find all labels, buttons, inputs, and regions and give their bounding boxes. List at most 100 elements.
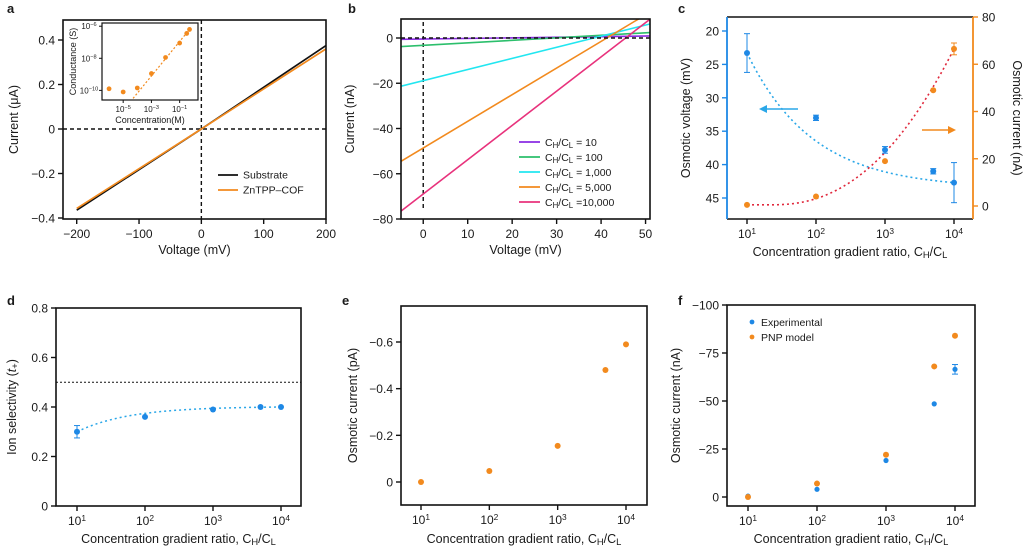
tick-base: 10 <box>144 105 153 114</box>
current-point <box>882 158 888 165</box>
legend-label: CH/CL = 1,000 <box>545 167 612 180</box>
text-part: /C <box>558 137 569 149</box>
subscript: H <box>553 141 559 150</box>
y-tick-label: 0.4 <box>38 34 55 48</box>
subscript: L <box>569 201 574 210</box>
text-part: /C <box>930 245 943 259</box>
x-axis-label: Voltage (mV) <box>158 243 230 257</box>
x-tick-label: 101 <box>68 513 86 528</box>
tick-base: 10 <box>807 227 821 241</box>
inset-x-tick-label: 10−3 <box>144 105 159 114</box>
x-tick-label: 101 <box>738 226 756 241</box>
plot-frame <box>400 305 648 506</box>
current-point <box>951 45 957 52</box>
current-point <box>623 341 629 348</box>
current-point <box>813 193 819 200</box>
series-line-3 <box>401 19 640 162</box>
plot-frame <box>62 19 327 220</box>
tick-base: 10 <box>946 514 960 528</box>
legend: Experimental PNP model <box>749 317 822 344</box>
text-part: Ion selectivity ( <box>5 371 19 455</box>
text-part: /C <box>558 167 569 179</box>
y-axis-label: Ion selectivity (t+) <box>5 359 20 455</box>
inset-data-point <box>134 85 140 91</box>
subscript: + <box>10 363 20 368</box>
current-point <box>554 442 561 449</box>
legend-label: ZnTPP–COF <box>243 185 304 197</box>
y-tick-label: −40 <box>373 122 394 136</box>
tick-exponent: 3 <box>890 513 895 523</box>
y-axis-label: Osmotic voltage (mV) <box>679 58 693 178</box>
x-tick-label: 101 <box>739 513 757 528</box>
text-part: C <box>545 152 553 164</box>
subscript: L <box>569 171 574 180</box>
y-tick-label: −25 <box>699 443 720 457</box>
subscript: H <box>553 171 559 180</box>
tick-base: 10 <box>617 513 631 527</box>
tick-exponent: 3 <box>889 226 894 236</box>
text-part: C <box>545 167 553 179</box>
inset-y-tick-label: 10−6 <box>81 22 96 31</box>
y-tick-label: −0.4 <box>31 212 55 226</box>
tick-base: 10 <box>81 22 90 31</box>
experimental-point <box>814 486 820 492</box>
legend-label: Experimental <box>761 317 822 329</box>
selectivity-point <box>257 404 264 410</box>
x-tick-label: 0 <box>198 227 205 241</box>
series-line-2 <box>401 23 650 87</box>
text-part: /C <box>931 532 944 546</box>
inset-data-point <box>163 55 168 60</box>
tick-exponent: 2 <box>149 513 154 523</box>
text-part: C <box>545 182 553 194</box>
legend-label: Substrate <box>243 170 288 182</box>
experimental-point <box>952 366 958 372</box>
left-y-tick-label: 40 <box>706 158 720 172</box>
x-axis-label: Concentration gradient ratio, CH/CL <box>754 532 949 547</box>
y-tick-label: −80 <box>373 213 394 227</box>
x-tick-label: −200 <box>63 227 90 241</box>
text-part: Concentration gradient ratio, C <box>754 532 924 546</box>
inset-chart: 10−5 10−3 10−110−610−810−10Concentration(M… <box>68 22 199 125</box>
current-fit-curve <box>747 48 955 206</box>
tick-base: 10 <box>945 227 959 241</box>
italic-text: t <box>5 368 19 372</box>
panel-label: d <box>7 293 15 308</box>
y-tick-label: 0 <box>48 123 55 137</box>
x-tick-label: 104 <box>617 512 635 527</box>
subscript: H <box>251 537 258 547</box>
x-tick-label: 20 <box>505 227 519 241</box>
tick-base: 10 <box>81 54 90 63</box>
tick-exponent: 1 <box>751 226 756 236</box>
subscript: L <box>616 537 621 547</box>
plot-frame <box>400 18 651 220</box>
y-tick-label: −0.6 <box>369 336 393 350</box>
tick-exponent: −3 <box>153 105 159 111</box>
series-line-zntpp-cof <box>76 48 327 210</box>
tick-exponent: −6 <box>90 23 96 29</box>
inset-data-point <box>187 27 192 32</box>
right-y-tick-label: 20 <box>982 152 996 166</box>
panel-a: a −200 −100 0 100 200 −0.4 −0.2 0 0.2 0.4 Voltage (… <box>7 1 336 257</box>
y-tick-label: −50 <box>699 395 720 409</box>
tick-base: 10 <box>876 227 890 241</box>
x-tick-label: 104 <box>272 513 290 528</box>
inset-data-point <box>184 31 190 36</box>
inset-data-point <box>106 86 112 92</box>
pnp-model-point <box>883 451 889 458</box>
selectivity-fit-curve <box>76 406 282 433</box>
text-part: /C <box>604 532 617 546</box>
pnp-model-point <box>745 494 751 500</box>
x-tick-label: 103 <box>549 512 567 527</box>
x-tick-label: 200 <box>316 227 336 241</box>
pnp-model-point <box>931 363 938 370</box>
left-axis-arrowhead <box>759 105 767 113</box>
legend-label: CH/CL = 100 <box>545 152 603 165</box>
legend: Substrate ZnTPP–COF <box>218 170 304 197</box>
inset-data-point <box>120 89 126 95</box>
subscript: H <box>924 537 931 547</box>
tick-exponent: 4 <box>959 513 964 523</box>
left-y-tick-label: 25 <box>706 58 720 72</box>
